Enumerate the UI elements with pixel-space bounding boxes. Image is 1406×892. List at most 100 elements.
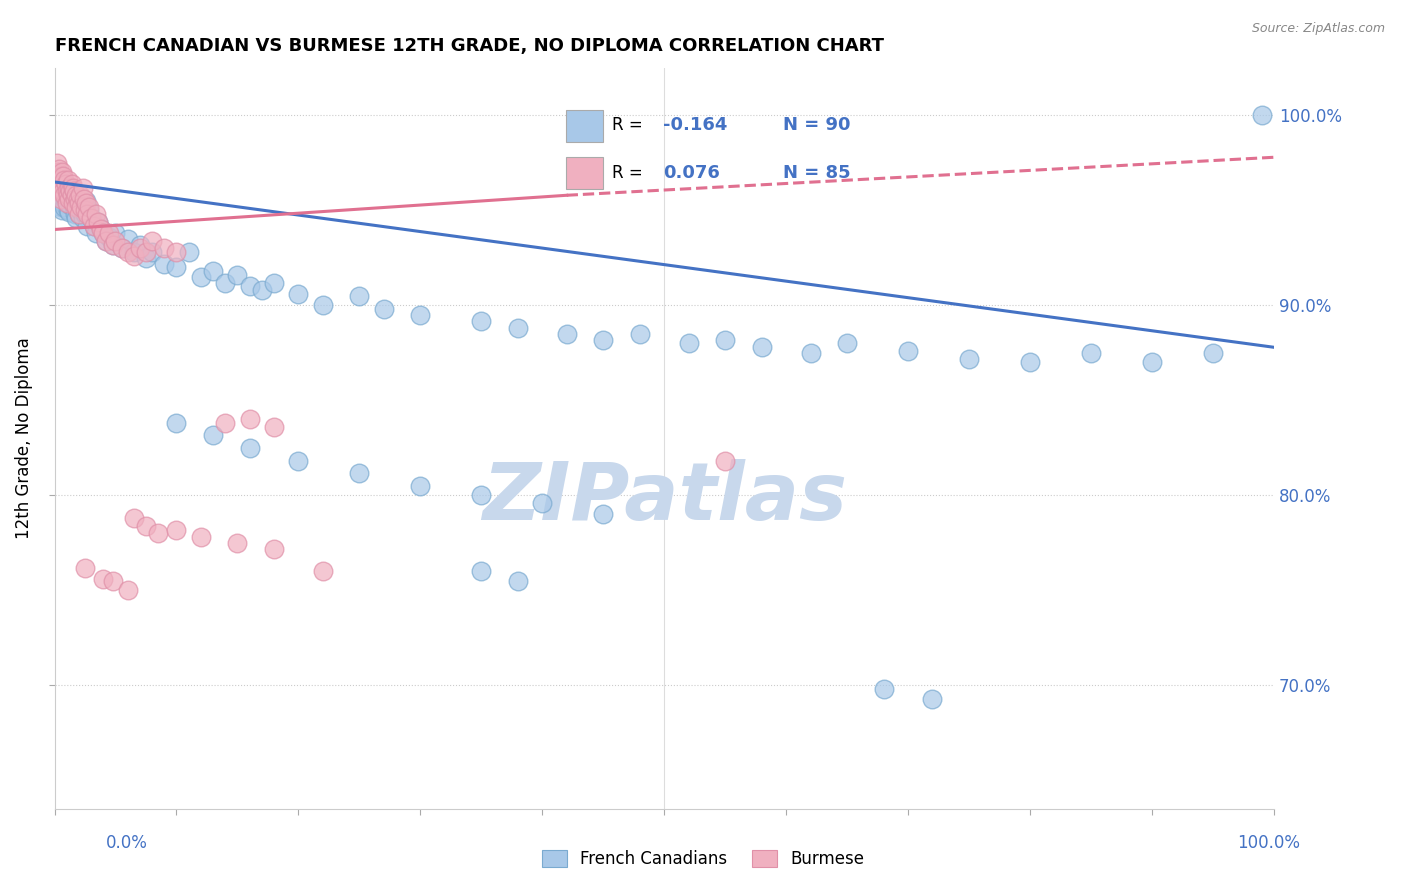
Point <box>135 519 157 533</box>
Point <box>190 270 212 285</box>
Point <box>53 188 76 202</box>
Point <box>90 222 112 236</box>
Text: 100.0%: 100.0% <box>1237 834 1301 852</box>
Point <box>72 211 94 225</box>
Point <box>55 185 77 199</box>
Point <box>76 207 98 221</box>
Point <box>65 192 87 206</box>
Point <box>69 188 91 202</box>
Point <box>110 242 132 256</box>
Point <box>349 466 371 480</box>
Text: 0.0%: 0.0% <box>105 834 148 852</box>
Point <box>83 219 105 233</box>
Point <box>117 232 139 246</box>
Point <box>202 264 225 278</box>
Point <box>46 156 69 170</box>
Point <box>239 412 262 426</box>
Point <box>628 326 651 341</box>
Point <box>91 572 114 586</box>
Point <box>312 298 335 312</box>
Point <box>117 583 139 598</box>
Point <box>117 245 139 260</box>
Point <box>51 180 73 194</box>
Point <box>104 227 127 241</box>
Point <box>148 526 170 541</box>
Point <box>58 192 80 206</box>
Point <box>287 454 309 468</box>
Y-axis label: 12th Grade, No Diploma: 12th Grade, No Diploma <box>15 337 32 540</box>
Point <box>110 242 132 256</box>
Point <box>58 205 80 219</box>
Point <box>135 245 157 260</box>
Point <box>59 185 82 199</box>
Point <box>506 574 529 588</box>
Point <box>70 200 93 214</box>
Point <box>59 198 82 212</box>
Point <box>214 276 236 290</box>
Point <box>799 346 821 360</box>
Point <box>101 237 124 252</box>
Point <box>67 195 90 210</box>
Point <box>73 207 96 221</box>
Point <box>98 230 121 244</box>
Point <box>1140 355 1163 369</box>
Point <box>53 200 76 214</box>
Point <box>91 227 114 241</box>
Point <box>470 488 492 502</box>
Point <box>837 336 859 351</box>
Point <box>80 211 103 225</box>
Point <box>166 523 188 537</box>
Point <box>67 192 90 206</box>
Legend: French Canadians, Burmese: French Canadians, Burmese <box>534 843 872 875</box>
Point <box>177 245 200 260</box>
Point <box>46 165 69 179</box>
Point <box>153 257 176 271</box>
Point <box>55 185 77 199</box>
Point <box>90 222 112 236</box>
Point <box>409 479 432 493</box>
Point <box>73 560 96 574</box>
Point <box>91 227 114 241</box>
Point <box>63 185 86 199</box>
Point <box>73 192 96 206</box>
Text: Source: ZipAtlas.com: Source: ZipAtlas.com <box>1251 22 1385 36</box>
Point <box>87 215 110 229</box>
Point <box>65 200 87 214</box>
Point <box>69 203 91 218</box>
Point <box>52 185 75 199</box>
Point <box>128 242 150 256</box>
Point <box>239 441 262 455</box>
Point <box>470 314 492 328</box>
Text: FRENCH CANADIAN VS BURMESE 12TH GRADE, NO DIPLOMA CORRELATION CHART: FRENCH CANADIAN VS BURMESE 12TH GRADE, N… <box>55 37 883 55</box>
Point <box>166 260 188 275</box>
Point <box>75 194 97 208</box>
Point <box>46 185 69 199</box>
Point <box>67 207 90 221</box>
Point <box>67 207 90 221</box>
Text: ZIPatlas: ZIPatlas <box>482 458 846 537</box>
Point <box>135 251 157 265</box>
Point <box>409 308 432 322</box>
Point <box>80 211 103 225</box>
Point <box>84 207 107 221</box>
Point <box>250 283 273 297</box>
Point <box>239 279 262 293</box>
Point <box>957 351 980 366</box>
Point <box>48 173 70 187</box>
Point <box>76 219 98 233</box>
Point <box>84 227 107 241</box>
Point <box>46 190 69 204</box>
Point <box>287 287 309 301</box>
Point <box>62 195 84 210</box>
Point <box>122 511 145 525</box>
Point <box>56 173 79 187</box>
Point <box>72 180 94 194</box>
Point <box>94 234 117 248</box>
Point <box>52 185 75 199</box>
Point <box>226 268 249 282</box>
Point <box>60 190 83 204</box>
Point <box>470 565 492 579</box>
Point <box>373 302 395 317</box>
Point <box>312 565 335 579</box>
Point <box>55 177 77 191</box>
